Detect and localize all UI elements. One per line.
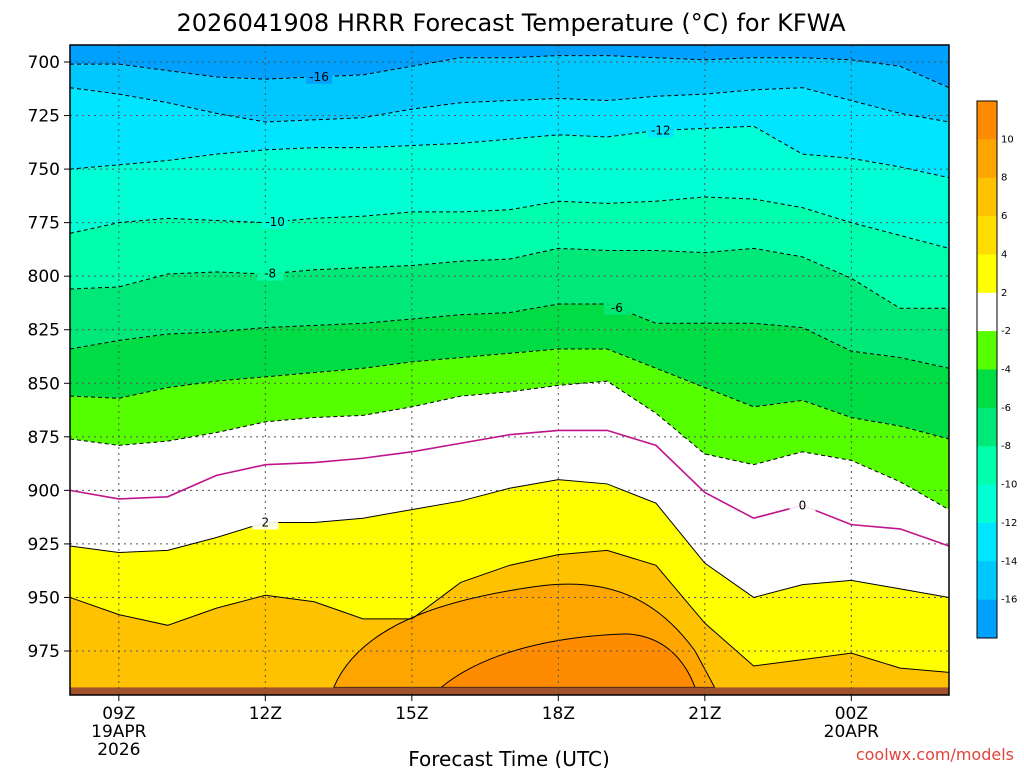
y-tick-label: 700	[28, 53, 60, 73]
isotherm-label-background	[252, 515, 279, 530]
isotherm-label-background	[647, 123, 674, 138]
isotherm-label: -8	[264, 267, 276, 281]
isotherm-line	[69, 125, 950, 179]
temperature-band	[70, 196, 949, 309]
colorbar-label: -6	[1001, 403, 1011, 414]
ground-fill	[70, 687, 949, 695]
x-tick-label: 12Z	[249, 704, 282, 724]
y-tick-label: 750	[28, 160, 60, 180]
colorbar-label: 8	[1001, 173, 1007, 184]
y-tick-label: 875	[28, 428, 60, 448]
isotherm-label: -6	[611, 301, 623, 315]
ground-layer	[70, 687, 949, 695]
x-tick-label: 18Z	[542, 704, 575, 724]
x-tick-label: 00Z	[835, 704, 868, 724]
colorbar-swatch	[977, 292, 997, 332]
isotherm-line	[69, 479, 950, 598]
colorbar-swatch	[977, 522, 997, 562]
chart-title: 2026041908 HRRR Forecast Temperature (°C…	[177, 9, 847, 37]
isotherm-label: 2	[262, 515, 270, 529]
temperature-band	[70, 349, 949, 510]
colorbar-label: 2	[1001, 288, 1007, 299]
isotherm-label-background	[603, 300, 630, 315]
colorbar-label: -14	[1001, 556, 1017, 567]
isotherm-line	[69, 303, 950, 369]
isotherm-line	[69, 196, 950, 249]
x-tick-year: 2026	[97, 740, 140, 760]
colorbar-label: -2	[1001, 326, 1011, 337]
x-tick-label: 09Z	[102, 704, 135, 724]
plot-frame	[69, 44, 950, 696]
y-tick-label: 775	[28, 214, 60, 234]
colorbar-label: -10	[1001, 480, 1017, 491]
colorbar-label: -16	[1001, 595, 1017, 606]
x-tick-label: 21Z	[688, 704, 721, 724]
isotherm-line	[69, 87, 950, 123]
colorbar-label: -4	[1001, 365, 1011, 376]
isotherm-label-background	[306, 69, 333, 84]
colorbar-swatch	[977, 407, 997, 447]
colorbar-swatch	[977, 484, 997, 524]
colorbar-swatch	[977, 331, 997, 370]
isotherm-label: -12	[651, 123, 671, 137]
y-tick-label: 725	[28, 107, 60, 127]
colorbar-swatch	[977, 561, 997, 601]
colorbar-swatch	[977, 101, 997, 140]
colorbar: 10 8 6 4 2 -2 -4 -6 -8 -10 -12 -14 -16	[976, 100, 1017, 639]
isotherm-label: -10	[265, 215, 285, 229]
y-tick-label: 800	[28, 267, 60, 287]
temperature-band	[70, 126, 949, 249]
isotherm-line	[69, 380, 950, 511]
y-tick-label: 925	[28, 535, 60, 555]
temperature-band	[70, 430, 949, 598]
credit-text: coolwx.com/models	[856, 745, 1014, 764]
temperature-band	[70, 45, 949, 88]
colorbar-swatch	[977, 177, 997, 217]
colorbar-swatch	[977, 216, 997, 255]
y-tick-label: 850	[28, 374, 60, 394]
colorbar-swatch	[977, 254, 997, 294]
isotherm-label-background	[262, 214, 289, 229]
isotherm-line	[69, 247, 949, 309]
isotherm-line	[69, 348, 950, 440]
temperature-band	[70, 248, 949, 369]
temperature-fill-layer	[70, 45, 949, 695]
y-tick-label: 825	[28, 321, 60, 341]
temperature-band	[439, 633, 696, 688]
temperature-band	[70, 304, 949, 439]
colorbar-swatch	[977, 599, 997, 639]
y-axis: 700 725 750 775 800 825 850 875 900 925 950 975	[28, 53, 70, 662]
y-tick-label: 950	[28, 588, 60, 608]
colorbar-label: -8	[1001, 441, 1011, 452]
x-axis-label: Forecast Time (UTC)	[408, 747, 610, 768]
x-tick-label: 15Z	[395, 704, 428, 724]
colorbar-label: -12	[1001, 518, 1017, 529]
colorbar-swatch	[977, 446, 997, 486]
colorbar-frame	[976, 100, 998, 639]
isotherm-label: -16	[309, 70, 329, 84]
isotherm-label: 0	[799, 498, 807, 512]
x-tick-date: 19APR	[91, 722, 147, 742]
y-tick-label: 975	[28, 642, 60, 662]
colorbar-label: 4	[1001, 249, 1007, 260]
colorbar-swatch	[977, 369, 997, 409]
y-tick-label: 900	[28, 481, 60, 501]
isotherm-label-layer: -16 -12 -10 -8 -6 0 2	[252, 69, 816, 530]
isotherm-line	[70, 55, 950, 89]
x-tick-date: 20APR	[824, 722, 880, 742]
temperature-band	[70, 55, 949, 122]
temperature-band	[70, 87, 949, 178]
grid-layer	[70, 45, 949, 695]
isotherm-label-background	[789, 498, 816, 513]
isotherm-line	[69, 549, 950, 673]
isotherm-label-background	[257, 266, 284, 281]
colorbar-label: 10	[1001, 134, 1014, 145]
colorbar-swatch	[977, 139, 997, 179]
temperature-band	[70, 479, 949, 673]
colorbar-label: 6	[1001, 211, 1007, 222]
